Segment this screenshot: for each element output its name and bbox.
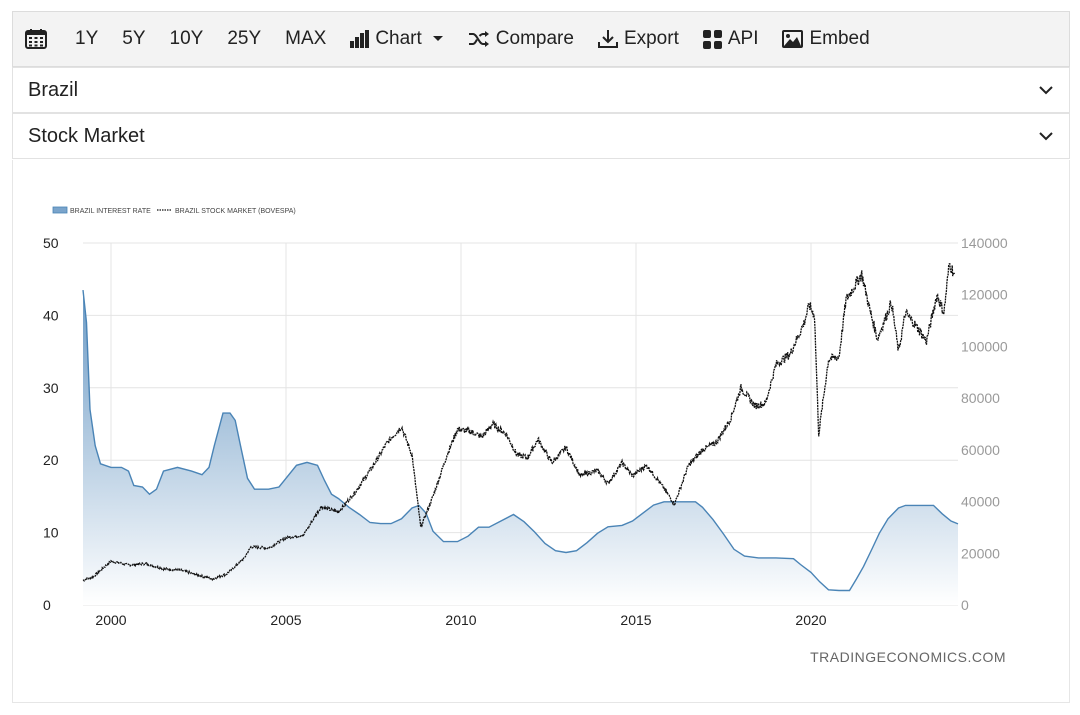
image-icon [782,30,804,48]
y-right-tick-label: 80000 [961,390,1000,406]
chart-type-dropdown[interactable]: Chart [338,12,455,66]
y-left-tick-label: 50 [43,235,59,251]
y-left-tick-label: 20 [43,452,59,468]
api-button[interactable]: API [691,12,771,66]
x-tick-label: 2005 [270,612,301,628]
compare-button[interactable]: Compare [456,12,586,66]
indicator-label: Stock Market [28,124,145,147]
chart-container: 0 10 20 30 40 50 0 20000 40000 60000 80000 100000 12… [12,160,1070,703]
country-selector[interactable]: Brazil [12,67,1070,113]
country-label: Brazil [28,78,79,101]
export-button[interactable]: Export [586,12,691,66]
calendar-button[interactable] [13,12,63,66]
y-left-tick-label: 40 [43,307,59,323]
x-tick-label: 2000 [95,612,126,628]
y-right-tick-label: 60000 [961,442,1000,458]
bovespa-line [82,263,956,582]
embed-button[interactable]: Embed [770,12,881,66]
chart: 0 10 20 30 40 50 0 20000 40000 60000 80000 100000 12… [43,206,1008,665]
legend-label-interest-rate: BRAZIL INTEREST RATE [70,208,151,215]
api-grid-icon [702,29,722,49]
chevron-down-icon [1039,85,1053,94]
export-label: Export [623,28,679,49]
download-icon [597,30,618,48]
interest-rate-area-line [82,290,959,592]
api-label: API [727,28,759,49]
legend-swatch-area [52,206,68,214]
y-left-tick-label: 10 [43,525,59,541]
y-left-tick-label: 0 [43,597,51,613]
caret-down-icon [432,36,443,41]
y-right-tick-label: 40000 [961,494,1000,510]
toolbar: 1Y 5Y 10Y 25Y MAX Chart Compare Export [12,11,1070,67]
y-right-tick-label: 100000 [961,338,1008,354]
range-10y-button[interactable]: 10Y [169,28,204,49]
range-25y-button[interactable]: 25Y [227,28,262,49]
watermark: TRADINGECONOMICS.COM [810,649,1006,665]
interest-rate-area-fill [83,290,958,605]
area-series-group [82,290,959,605]
compare-label: Compare [495,28,574,49]
calendar-icon [25,29,47,49]
legend: BRAZIL INTEREST RATE BRAZIL STOCK MARKET… [52,206,296,215]
embed-label: Embed [809,28,870,49]
y-right-tick-label: 0 [961,597,969,613]
bar-chart-icon [350,30,370,48]
indicator-selector[interactable]: Stock Market [12,113,1070,159]
chevron-down-icon [1039,131,1053,140]
axis-ticks: 0 10 20 30 40 50 0 20000 40000 60000 80000 100000 12… [43,235,1008,628]
x-tick-label: 2020 [795,612,826,628]
y-right-tick-label: 120000 [961,287,1008,303]
x-tick-label: 2015 [620,612,651,628]
range-5y-button[interactable]: 5Y [122,28,146,49]
shuffle-icon [468,31,489,47]
chart-label: Chart [375,28,422,49]
range-max-button[interactable]: MAX [285,28,327,49]
legend-label-bovespa: BRAZIL STOCK MARKET (BOVESPA) [175,208,296,215]
y-right-tick-label: 140000 [961,235,1008,251]
x-tick-label: 2010 [445,612,476,628]
y-left-tick-label: 30 [43,380,59,396]
line-series-group [82,263,956,582]
range-1y-button[interactable]: 1Y [75,28,99,49]
y-right-tick-label: 20000 [961,545,1000,561]
